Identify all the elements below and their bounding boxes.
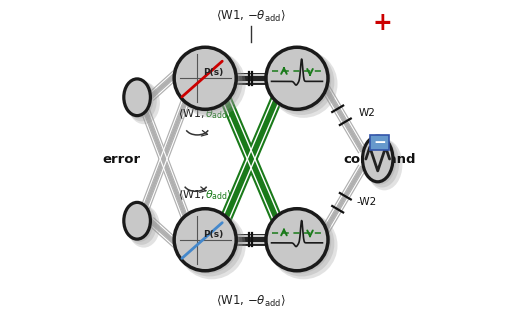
Ellipse shape [174,47,236,109]
Ellipse shape [363,136,393,182]
Ellipse shape [268,49,334,115]
Text: $\theta_{\mathregular{add}}\rangle$: $\theta_{\mathregular{add}}\rangle$ [205,108,232,121]
Text: $\langle$W1,: $\langle$W1, [178,189,206,202]
Text: -W2: -W2 [356,197,377,207]
Ellipse shape [267,210,331,273]
Ellipse shape [364,137,396,185]
Ellipse shape [177,211,242,276]
Ellipse shape [174,209,236,271]
Ellipse shape [266,209,328,271]
FancyBboxPatch shape [370,135,389,150]
Text: +: + [372,11,392,35]
Ellipse shape [127,205,160,248]
Ellipse shape [124,79,150,116]
Ellipse shape [124,202,150,239]
Text: $\theta_{\mathregular{add}}\rangle$: $\theta_{\mathregular{add}}\rangle$ [205,189,232,202]
Ellipse shape [270,50,338,118]
Ellipse shape [125,203,153,242]
Ellipse shape [176,210,239,273]
Text: P(s): P(s) [203,68,223,77]
Ellipse shape [178,211,246,279]
Ellipse shape [268,211,334,276]
Text: $\langle$W1, $-\theta_{\mathregular{add}}\rangle$: $\langle$W1, $-\theta_{\mathregular{add}… [217,294,286,309]
Ellipse shape [366,139,402,190]
Ellipse shape [177,49,242,115]
Ellipse shape [125,80,153,119]
Ellipse shape [127,82,160,124]
Ellipse shape [176,48,239,112]
Text: error: error [102,153,140,165]
Text: P(s): P(s) [203,230,223,238]
Ellipse shape [126,204,157,245]
Ellipse shape [178,50,246,118]
Ellipse shape [365,138,399,188]
Text: $\langle$W1, $-\theta_{\mathregular{add}}\rangle$: $\langle$W1, $-\theta_{\mathregular{add}… [217,9,286,24]
Ellipse shape [126,81,157,121]
Ellipse shape [267,48,331,112]
Text: W2: W2 [359,108,376,118]
Text: −: − [373,135,386,150]
Ellipse shape [266,47,328,109]
Text: $\langle$W1,: $\langle$W1, [178,108,206,121]
Text: command: command [343,153,416,165]
Ellipse shape [270,211,338,279]
